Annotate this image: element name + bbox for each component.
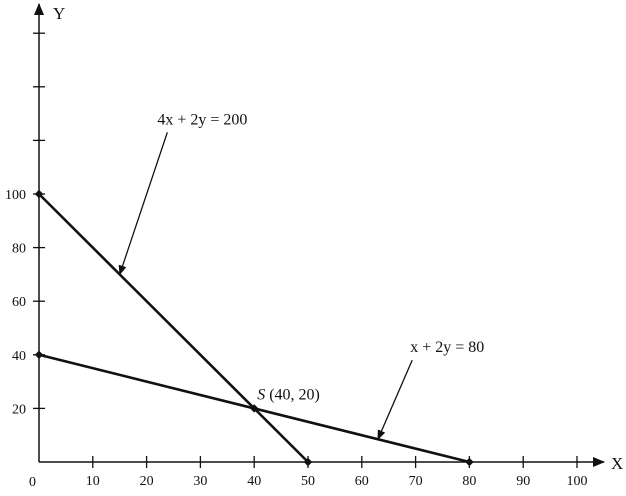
labels: X Y 0 4x + 2y = 200 x + 2y = 80 S (40, 20) <box>29 4 623 490</box>
x-tick-label: 70 <box>409 474 423 489</box>
y-tick-label: 20 <box>12 402 26 417</box>
series-label-arrow <box>118 132 168 276</box>
series-label: 4x + 2y = 200 <box>157 111 247 128</box>
x-tick-label: 60 <box>355 474 369 489</box>
intersection-label-coords: (40, 20) <box>265 386 320 403</box>
x-axis-title: X <box>611 454 623 473</box>
series-label-arrow <box>377 359 413 441</box>
x-tick-label: 100 <box>567 474 588 489</box>
series-line <box>38 193 309 463</box>
x-tick-label: 40 <box>247 474 261 489</box>
y-tick-label: 100 <box>5 188 26 203</box>
intersection-label-name: S <box>257 386 265 403</box>
endpoint-marker <box>34 189 44 199</box>
series-lines <box>38 193 470 464</box>
y-tick-label: 60 <box>12 295 26 310</box>
ticks: 10 20 30 40 50 60 70 80 90 100 20 40 60 80 100 <box>5 32 588 489</box>
endpoint-marker <box>465 457 474 467</box>
y-axis-title: Y <box>53 4 65 23</box>
y-tick-label: 40 <box>12 349 26 364</box>
x-tick-label: 80 <box>462 474 476 489</box>
x-tick-label: 90 <box>516 474 530 489</box>
markers <box>34 189 474 467</box>
x-tick-label: 10 <box>86 474 100 489</box>
origin-label: 0 <box>29 475 36 490</box>
y-tick-label: 80 <box>12 242 26 257</box>
endpoint-marker <box>34 350 44 359</box>
x-tick-label: 50 <box>301 474 315 489</box>
x-tick-label: 20 <box>140 474 154 489</box>
series-label: x + 2y = 80 <box>410 339 484 356</box>
intersection-marker <box>250 404 259 413</box>
intersection-label: S (40, 20) <box>257 386 320 403</box>
axes <box>34 3 605 467</box>
endpoint-marker <box>303 457 313 467</box>
x-tick-label: 30 <box>193 474 207 489</box>
